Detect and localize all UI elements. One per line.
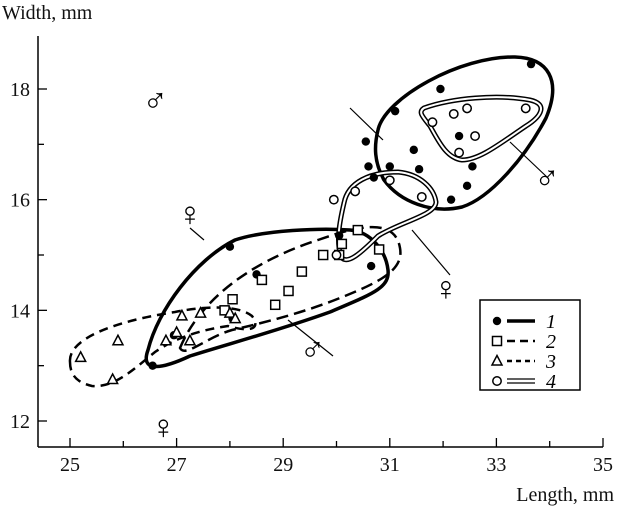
point-series-1 xyxy=(148,361,157,370)
outline-group-2 xyxy=(178,225,402,352)
x-tick-label: 33 xyxy=(486,454,506,476)
pointer-line xyxy=(411,229,451,276)
legend-marker-3 xyxy=(490,353,504,366)
point-series-1 xyxy=(364,162,373,171)
legend-marker-4 xyxy=(492,376,502,386)
legend-label-2: 2 xyxy=(546,331,556,353)
legend-marker-2 xyxy=(491,335,503,347)
point-series-2 xyxy=(373,244,385,255)
pointer-line xyxy=(509,141,549,179)
sex-pointer-lines xyxy=(189,107,549,357)
point-series-1 xyxy=(454,131,464,141)
point-series-3 xyxy=(74,350,87,363)
point-series-1 xyxy=(390,106,400,116)
point-series-4 xyxy=(384,175,395,186)
point-series-2 xyxy=(256,274,268,286)
outline-group-1-male xyxy=(373,55,555,211)
point-series-3 xyxy=(194,305,207,318)
pointer-line xyxy=(287,319,334,357)
x-axis-label: Length, mm xyxy=(516,484,614,506)
outline-group-3 xyxy=(68,306,257,388)
point-series-4 xyxy=(462,103,473,114)
legend-label-3: 3 xyxy=(545,351,556,373)
y-tick-label: 18 xyxy=(10,79,30,101)
point-series-4 xyxy=(448,108,459,119)
point-series-1 xyxy=(334,231,344,240)
x-tick-label: 31 xyxy=(380,454,400,476)
y-tick-label: 14 xyxy=(10,300,30,322)
point-series-3 xyxy=(175,308,189,321)
point-series-4 xyxy=(520,103,531,114)
point-series-1 xyxy=(409,145,418,155)
point-series-2 xyxy=(336,238,348,250)
point-series-4 xyxy=(328,194,339,205)
female-symbol: ♀ xyxy=(177,197,203,234)
male-symbol: ♂ xyxy=(300,332,326,369)
male-symbol: ♂ xyxy=(143,83,169,120)
point-series-1 xyxy=(468,162,477,171)
point-series-1 xyxy=(414,165,424,174)
point-series-1 xyxy=(526,59,536,69)
point-series-2 xyxy=(317,249,329,261)
point-series-1 xyxy=(446,195,456,204)
point-series-4 xyxy=(427,117,438,128)
pointer-line xyxy=(349,107,384,141)
sex-annotations: ♂ ♂ ♂ ♀ ♀ ♀ xyxy=(143,83,560,446)
point-series-3 xyxy=(223,305,237,318)
legend-label-1: 1 xyxy=(546,311,556,333)
point-series-1 xyxy=(361,137,371,146)
y-tick-label: 12 xyxy=(10,411,30,433)
point-series-1 xyxy=(366,261,376,271)
legend-label-4: 4 xyxy=(546,371,556,393)
point-series-2 xyxy=(283,285,294,297)
point-series-3 xyxy=(106,372,119,385)
point-series-3 xyxy=(228,311,242,324)
point-series-2 xyxy=(296,266,308,277)
point-series-1 xyxy=(462,181,472,191)
x-tick-label: 35 xyxy=(593,454,613,476)
point-series-1 xyxy=(436,84,445,94)
data-points xyxy=(74,59,536,385)
point-series-2 xyxy=(227,294,238,305)
point-series-1 xyxy=(385,162,394,171)
point-series-3 xyxy=(111,333,125,346)
legend-marker-1 xyxy=(492,316,502,326)
point-series-1 xyxy=(225,242,235,251)
point-series-3 xyxy=(170,325,183,338)
point-series-3 xyxy=(159,333,173,346)
point-series-4 xyxy=(350,186,361,197)
point-series-1 xyxy=(369,173,379,182)
point-series-3 xyxy=(183,333,197,346)
female-symbol: ♀ xyxy=(433,271,459,308)
outline-group-1-female xyxy=(144,227,390,369)
point-series-4 xyxy=(416,191,427,202)
female-symbol: ♀ xyxy=(151,410,177,447)
male-symbol: ♂ xyxy=(534,161,560,198)
point-series-2 xyxy=(352,224,364,236)
x-tick-label: 27 xyxy=(167,454,187,476)
point-series-4 xyxy=(454,147,465,158)
point-series-4 xyxy=(470,131,481,141)
y-axis-label: Width, mm xyxy=(2,2,93,24)
y-tick-label: 16 xyxy=(10,190,30,212)
point-series-4 xyxy=(331,250,342,260)
point-series-2 xyxy=(269,299,281,311)
x-tick-label: 25 xyxy=(60,454,80,476)
pointer-line xyxy=(189,227,205,241)
x-tick-label: 29 xyxy=(273,454,293,476)
